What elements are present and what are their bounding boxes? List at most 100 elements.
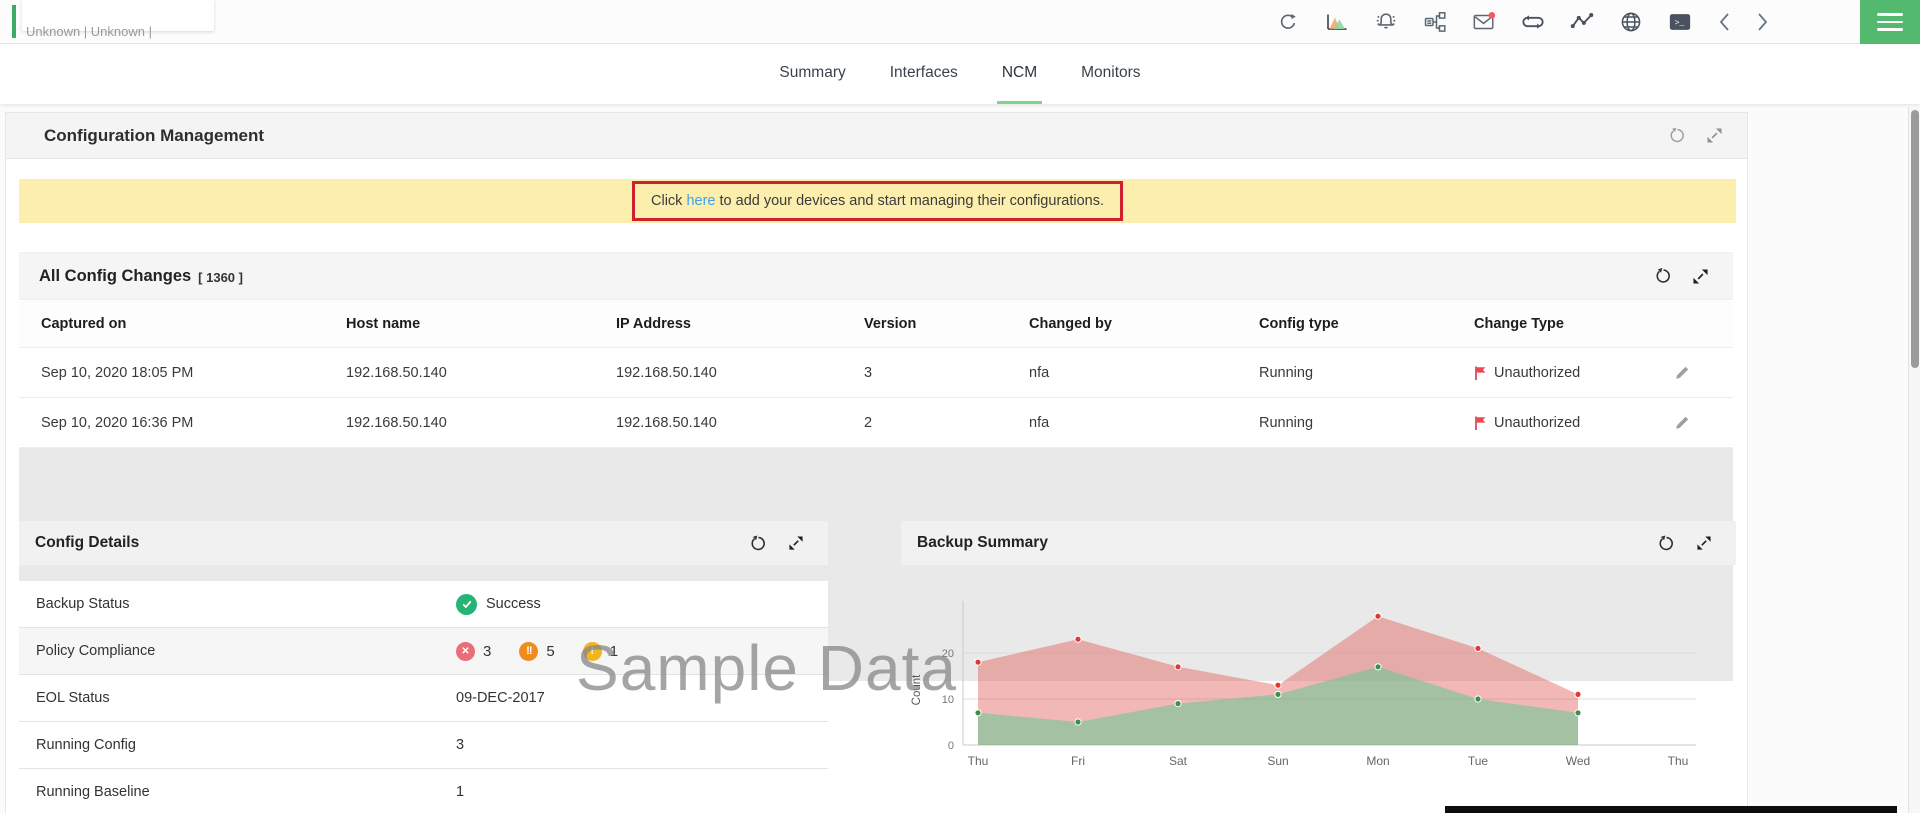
- tab-interfaces[interactable]: Interfaces: [889, 63, 958, 81]
- panel-header: Configuration Management: [6, 113, 1747, 159]
- backup-summary-widget: Backup Summary: [901, 521, 1736, 565]
- detail-label: Running Config: [36, 737, 136, 753]
- refresh-icon[interactable]: [1669, 127, 1686, 144]
- svg-text:Thu: Thu: [968, 754, 989, 768]
- flag-icon: [1474, 365, 1487, 381]
- device-tabs: Summary Interfaces NCM Monitors: [0, 44, 1920, 104]
- minor-icon: !: [582, 641, 602, 661]
- svg-text:10: 10: [942, 694, 954, 706]
- detail-row-policy-compliance: Policy Compliance ✕ 3 !! 5 ! 1: [19, 628, 828, 675]
- section-header: All Config Changes [ 1360 ]: [19, 252, 1733, 300]
- expand-icon[interactable]: [1695, 535, 1712, 552]
- loop-icon[interactable]: [1521, 10, 1545, 34]
- cell-version: 3: [864, 364, 873, 381]
- detail-row-backup-status: Backup Status Success: [19, 581, 828, 628]
- flag-icon: [1474, 415, 1487, 431]
- cell-captured-on: Sep 10, 2020 18:05 PM: [41, 364, 194, 381]
- cell-change-type: Unauthorized: [1494, 364, 1581, 381]
- detail-value: 09-DEC-2017: [456, 690, 545, 706]
- cell-change-type: Unauthorized: [1494, 414, 1581, 431]
- col-captured-on: Captured on: [41, 315, 127, 332]
- backup-summary-chart: 0 10 20 Thu Fri Sat Sun Mon Tue Wed Thu Count: [911, 601, 1696, 768]
- critical-count[interactable]: 3: [483, 642, 492, 660]
- page-title: Configuration Management: [44, 125, 265, 145]
- svg-text:20: 20: [942, 648, 954, 660]
- detail-label: Policy Compliance: [36, 643, 156, 659]
- widget-header: Config Details: [19, 521, 828, 565]
- table-row[interactable]: Sep 10, 2020 16:36 PM 192.168.50.140 192…: [19, 398, 1733, 448]
- banner-text-pre: Click: [651, 193, 687, 209]
- refresh-icon[interactable]: [1276, 10, 1300, 34]
- setup-banner: Click here to add your devices and start…: [19, 179, 1736, 223]
- prev-icon[interactable]: [1717, 10, 1731, 34]
- mail-icon[interactable]: [1472, 10, 1496, 34]
- workflow-icon[interactable]: [1423, 10, 1447, 34]
- device-name-box[interactable]: [22, 0, 214, 31]
- brand-accent-bar: [12, 5, 16, 38]
- edit-icon[interactable]: [1674, 364, 1691, 381]
- detail-label: Backup Status: [36, 596, 130, 612]
- scrollbar-thumb[interactable]: [1910, 110, 1919, 368]
- detail-row-eol-status: EOL Status 09-DEC-2017: [19, 675, 828, 722]
- traffic-pulse-icon[interactable]: [1570, 10, 1594, 34]
- cell-ip: 192.168.50.140: [616, 364, 717, 381]
- tab-monitors[interactable]: Monitors: [1081, 63, 1141, 81]
- minor-count[interactable]: 1: [609, 642, 619, 660]
- detail-row-running-config: Running Config 3: [19, 722, 828, 769]
- cell-version: 2: [864, 414, 873, 431]
- col-config-type: Config type: [1259, 315, 1339, 332]
- svg-text:Fri: Fri: [1071, 754, 1085, 768]
- expand-icon[interactable]: [1692, 268, 1709, 285]
- svg-text:Tue: Tue: [1468, 754, 1489, 768]
- tab-summary[interactable]: Summary: [779, 63, 846, 81]
- detail-value: 3: [456, 737, 465, 753]
- add-devices-link[interactable]: here: [686, 193, 716, 209]
- svg-text:0: 0: [948, 740, 954, 752]
- expand-icon[interactable]: [1706, 127, 1723, 144]
- cell-config-type: Running: [1259, 364, 1314, 381]
- refresh-icon[interactable]: [1658, 535, 1675, 552]
- terminal-icon[interactable]: >_: [1668, 10, 1692, 34]
- col-version: Version: [864, 315, 917, 332]
- svg-text:Count: Count: [911, 674, 923, 705]
- detail-label: EOL Status: [36, 690, 110, 706]
- table-row[interactable]: Sep 10, 2020 18:05 PM 192.168.50.140 192…: [19, 348, 1733, 398]
- all-config-changes-section: All Config Changes [ 1360 ] Captured on …: [19, 252, 1733, 448]
- next-icon[interactable]: [1756, 10, 1770, 34]
- alarm-bell-icon[interactable]: [1374, 10, 1398, 34]
- svg-text:Wed: Wed: [1566, 754, 1590, 768]
- menu-icon[interactable]: [1860, 0, 1920, 44]
- svg-text:Sat: Sat: [1169, 754, 1188, 768]
- cell-host: 192.168.50.140: [346, 364, 447, 381]
- edit-icon[interactable]: [1674, 414, 1691, 431]
- refresh-icon[interactable]: [750, 535, 767, 552]
- col-changed-by: Changed by: [1029, 315, 1112, 332]
- detail-value: Success: [486, 596, 541, 612]
- device-subtitle: Unknown | Unknown |: [26, 24, 152, 39]
- detail-label: Running Baseline: [36, 784, 150, 800]
- vertical-scrollbar[interactable]: [1908, 107, 1920, 813]
- cell-ip: 192.168.50.140: [616, 414, 717, 431]
- refresh-icon[interactable]: [1655, 268, 1672, 285]
- widget-title: Config Details: [35, 534, 140, 551]
- banner-text-post: to add your devices and start managing t…: [715, 193, 1105, 209]
- cell-config-type: Running: [1259, 414, 1314, 431]
- widget-header: Backup Summary: [901, 521, 1736, 565]
- tab-ncm[interactable]: NCM: [996, 44, 1043, 104]
- area-chart-icon[interactable]: [1325, 10, 1349, 34]
- cell-changed-by: nfa: [1029, 364, 1050, 381]
- col-ip-address: IP Address: [616, 315, 691, 332]
- expand-icon[interactable]: [787, 535, 804, 552]
- table-header-row: Captured on Host name IP Address Version…: [19, 300, 1733, 348]
- svg-text:Thu: Thu: [1668, 754, 1689, 768]
- cell-captured-on: Sep 10, 2020 16:36 PM: [41, 414, 194, 431]
- col-change-type: Change Type: [1474, 315, 1564, 332]
- section-title: All Config Changes: [39, 266, 192, 285]
- major-count[interactable]: 5: [546, 642, 555, 660]
- success-check-icon: [456, 593, 477, 615]
- config-details-widget: Config Details Backup Status Success: [19, 521, 828, 813]
- cell-host: 192.168.50.140: [346, 414, 447, 431]
- globe-icon[interactable]: [1619, 10, 1643, 34]
- cell-changed-by: nfa: [1029, 414, 1050, 431]
